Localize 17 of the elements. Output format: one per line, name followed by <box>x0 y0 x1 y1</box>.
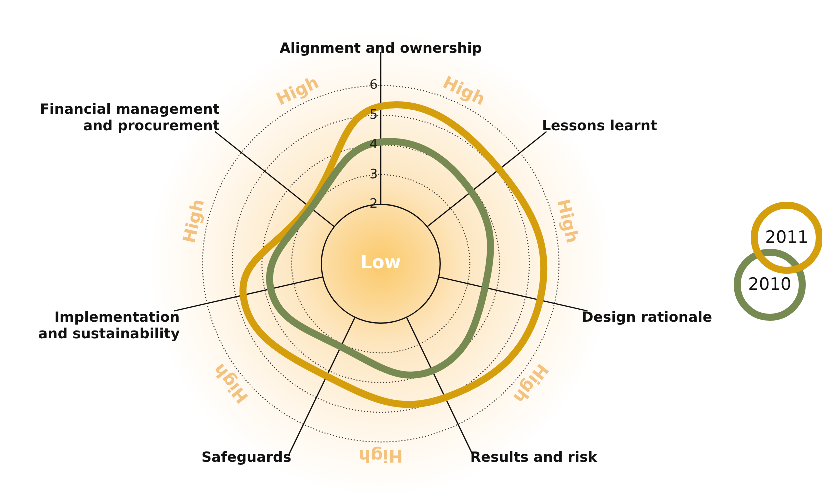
text: High <box>552 198 582 246</box>
y-tick-label: 3 <box>370 167 378 182</box>
spoke-label: Lessons learnt <box>542 118 658 135</box>
spoke-label: Alignment and ownership <box>280 41 482 58</box>
text: High <box>180 198 210 246</box>
spoke-label: Implementation and sustainability <box>38 310 180 343</box>
y-tick-label: 5 <box>370 108 378 123</box>
spoke-label: Safeguards <box>202 450 292 466</box>
text: Low <box>360 252 402 274</box>
spoke-label: Design rationale <box>582 310 712 326</box>
text: 2010 <box>734 249 806 321</box>
text: High <box>358 445 404 466</box>
y-tick-label: 6 <box>370 78 378 94</box>
spoke-label: Financial management and procurement <box>40 102 220 135</box>
spoke-label: Results and risk <box>470 450 598 466</box>
text: High <box>274 73 322 110</box>
text: 2011 <box>751 202 822 274</box>
